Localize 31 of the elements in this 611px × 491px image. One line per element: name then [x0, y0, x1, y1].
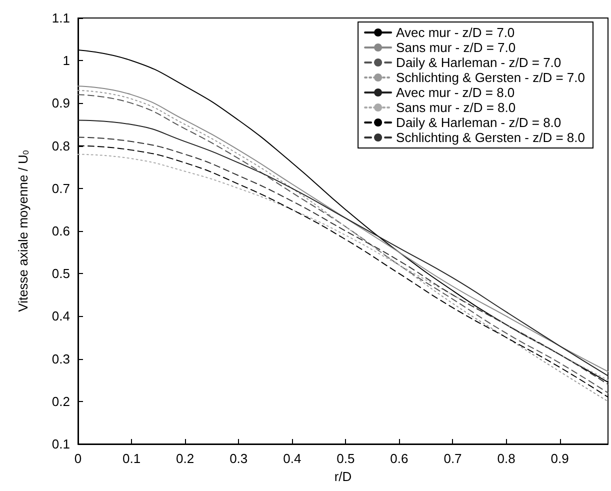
legend-label: Avec mur - z/D = 8.0: [396, 85, 515, 100]
y-tick-label: 0.4: [52, 308, 70, 324]
x-tick-label: 0.9: [550, 451, 569, 466]
x-tick-label: 0: [74, 451, 82, 466]
y-tick-label: 0.8: [52, 138, 70, 154]
x-tick-label: 0.3: [230, 451, 248, 466]
x-tick-label: 0.1: [122, 451, 141, 466]
y-tick-label: 0.2: [52, 394, 70, 409]
x-tick-label: 0.4: [283, 451, 302, 466]
legend-label: Schlichting & Gersten - z/D = 7.0: [396, 70, 586, 85]
x-tick-label: 0.5: [336, 451, 355, 466]
legend-label: Daily & Harleman - z/D = 8.0: [396, 115, 562, 130]
legend-label: Schlichting & Gersten - z/D = 8.0: [396, 130, 586, 145]
x-axis-title: r/D: [334, 469, 352, 484]
y-tick-label: 0.6: [52, 224, 70, 238]
y-tick-label: 0.9: [52, 96, 70, 111]
y-tick-label: 1: [62, 53, 70, 68]
y-tick-label: 0.5: [52, 266, 70, 282]
legend-label: Avec mur - z/D = 7.0: [396, 25, 515, 40]
legend-label: Sans mur - z/D = 8.0: [396, 100, 516, 115]
y-tick-label: 0.7: [52, 180, 70, 196]
x-tick-label: 0.6: [390, 451, 408, 466]
y-tick-label: 0.1: [52, 436, 70, 452]
legend-label: Daily & Harleman - z/D = 7.0: [396, 55, 562, 70]
x-tick-label: 0.8: [497, 451, 516, 466]
legend-label: Sans mur - z/D = 7.0: [396, 40, 516, 55]
x-tick-label: 0.2: [176, 451, 194, 466]
y-tick-label: 1.1: [52, 10, 70, 26]
y-axis-title: Vitesse axiale moyenne / U0: [16, 150, 30, 312]
x-tick-label: 0.7: [444, 451, 462, 466]
y-tick-label: 0.3: [52, 351, 70, 366]
